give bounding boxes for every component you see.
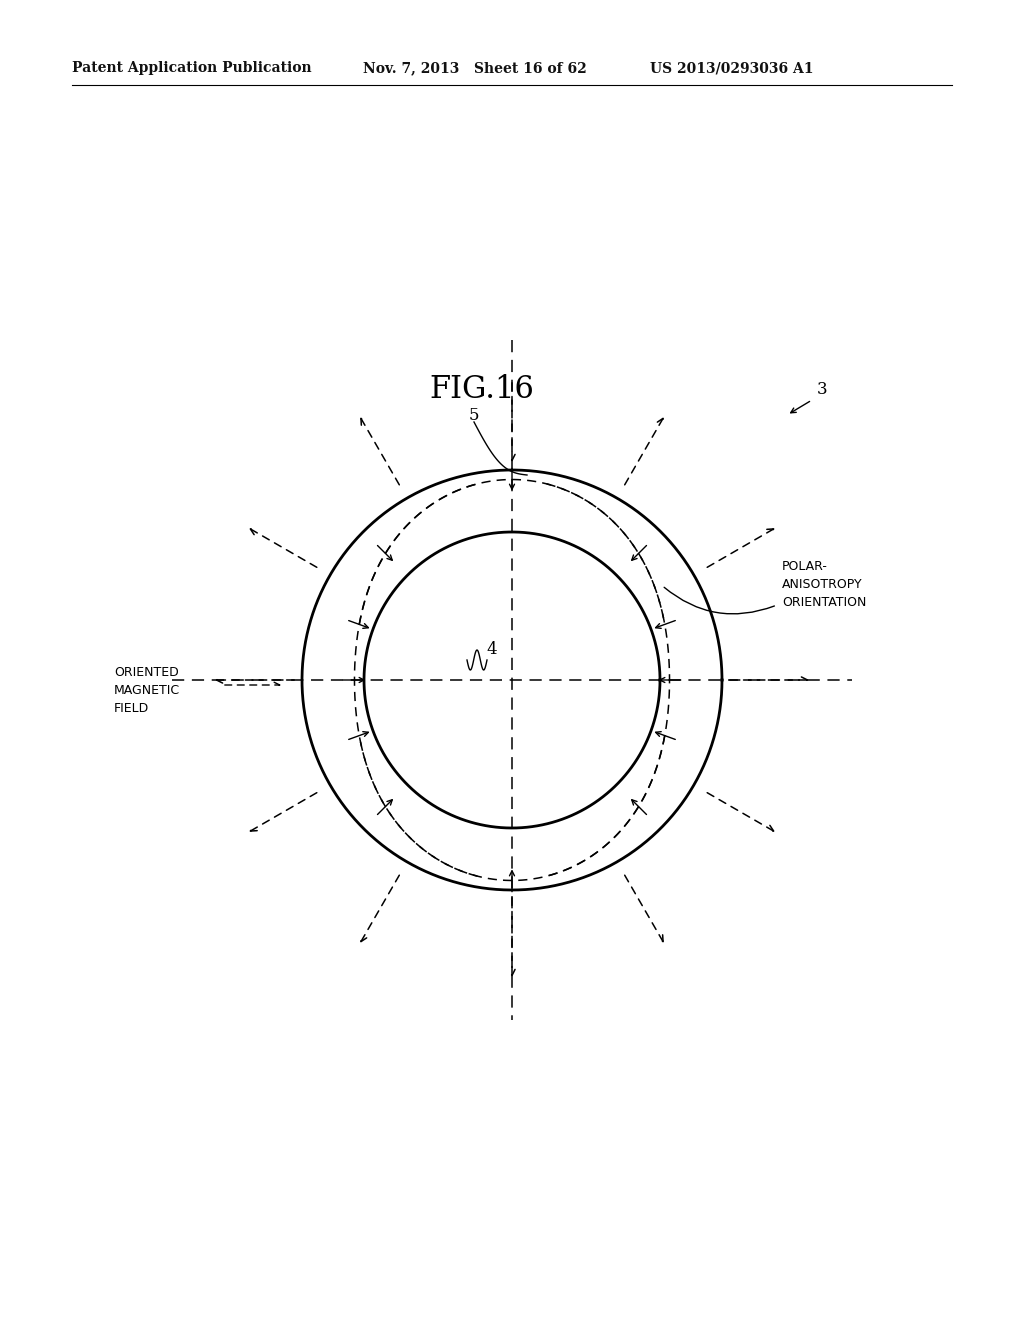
Text: 4: 4 xyxy=(486,642,498,659)
Text: ORIENTED
MAGNETIC
FIELD: ORIENTED MAGNETIC FIELD xyxy=(114,665,180,714)
Text: Patent Application Publication: Patent Application Publication xyxy=(72,61,311,75)
Text: POLAR-
ANISOTROPY
ORIENTATION: POLAR- ANISOTROPY ORIENTATION xyxy=(782,561,866,610)
Text: FIG.16: FIG.16 xyxy=(429,375,535,405)
Text: Nov. 7, 2013   Sheet 16 of 62: Nov. 7, 2013 Sheet 16 of 62 xyxy=(362,61,587,75)
Text: 3: 3 xyxy=(817,381,827,399)
Text: 5: 5 xyxy=(469,407,479,424)
Text: US 2013/0293036 A1: US 2013/0293036 A1 xyxy=(650,61,813,75)
